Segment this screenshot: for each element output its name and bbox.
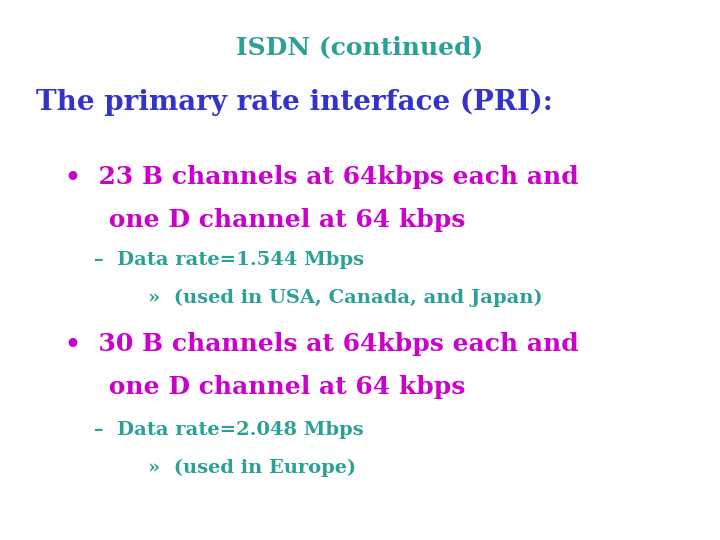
Text: ISDN (continued): ISDN (continued) xyxy=(236,35,484,59)
Text: •  23 B channels at 64kbps each and: • 23 B channels at 64kbps each and xyxy=(65,165,578,188)
Text: »  (used in USA, Canada, and Japan): » (used in USA, Canada, and Japan) xyxy=(94,289,542,307)
Text: The primary rate interface (PRI):: The primary rate interface (PRI): xyxy=(36,89,553,117)
Text: –  Data rate=2.048 Mbps: – Data rate=2.048 Mbps xyxy=(94,421,363,439)
Text: one D channel at 64 kbps: one D channel at 64 kbps xyxy=(65,208,465,232)
Text: one D channel at 64 kbps: one D channel at 64 kbps xyxy=(65,375,465,399)
Text: •  30 B channels at 64kbps each and: • 30 B channels at 64kbps each and xyxy=(65,332,578,356)
Text: –  Data rate=1.544 Mbps: – Data rate=1.544 Mbps xyxy=(94,251,364,269)
Text: »  (used in Europe): » (used in Europe) xyxy=(94,459,356,477)
